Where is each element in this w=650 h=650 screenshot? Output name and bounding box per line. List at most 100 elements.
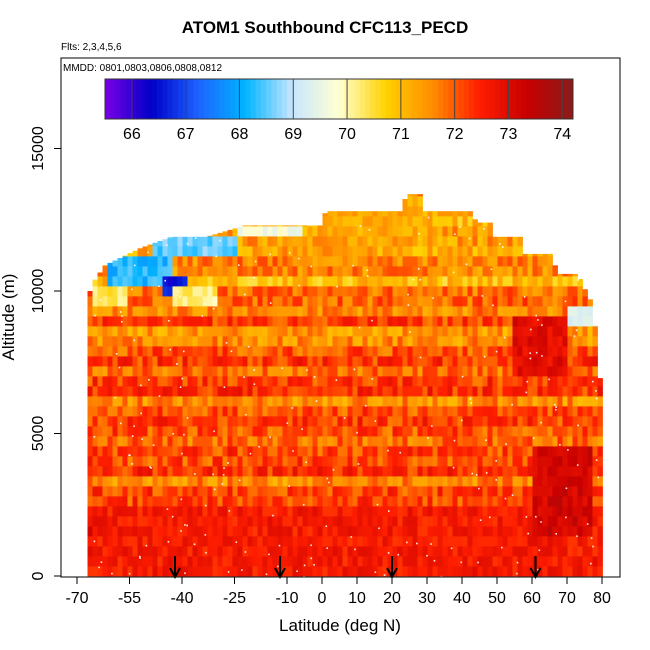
heatmap-cell [222,256,228,267]
heatmap-cell [367,406,373,417]
heatmap-cell [332,476,338,487]
heatmap-cell [92,406,98,417]
heatmap-cell [267,346,273,357]
colorbar-tick-label: 72 [446,126,464,143]
heatmap-cell [542,566,548,577]
heatmap-cell [92,546,98,557]
heatmap-cell [587,446,593,457]
heatmap-cell [532,496,538,507]
heatmap-cell [557,466,563,477]
heatmap-cell [107,536,113,547]
colorbar-swatch [458,79,465,119]
heatmap-cell [287,566,293,577]
heatmap-cell [412,566,418,577]
heatmap-cell [322,266,328,277]
heatmap-cell [517,556,523,567]
heatmap-cell [557,526,563,537]
heatmap-cell [327,476,333,487]
colorbar-swatch [302,79,309,119]
track-dot [592,545,594,548]
heatmap-cell [227,526,233,537]
heatmap-cell [432,296,438,307]
heatmap-cell [307,546,313,557]
heatmap-cell [387,256,393,267]
heatmap-cell [337,386,343,397]
heatmap-cell [217,546,223,557]
heatmap-cell [512,566,518,577]
heatmap-cell [222,476,228,487]
heatmap-cell [172,266,178,277]
heatmap-cell [197,316,203,327]
heatmap-cell [177,526,183,537]
heatmap-cell [97,296,103,307]
track-dot [310,557,312,560]
heatmap-cell [377,566,383,577]
heatmap-cell [542,426,548,437]
heatmap-cell [597,566,603,577]
heatmap-cell [597,466,603,477]
heatmap-cell [482,306,488,317]
heatmap-cell [547,346,553,357]
heatmap-cell [482,396,488,407]
heatmap-cell [462,246,468,257]
heatmap-cell [457,386,463,397]
heatmap-cell [152,526,158,537]
heatmap-cell [207,346,213,357]
heatmap-cell [287,326,293,337]
heatmap-cell [437,216,443,227]
heatmap-cell [407,216,413,227]
heatmap-cell [407,486,413,497]
heatmap-cell [197,366,203,377]
heatmap-cell [477,366,483,377]
heatmap-cell [192,276,198,287]
heatmap-cell [212,416,218,427]
heatmap-cell [142,446,148,457]
heatmap-cell [532,326,538,337]
heatmap-cell [467,366,473,377]
heatmap-cell [367,296,373,307]
heatmap-cell [162,326,168,337]
heatmap-cell [502,516,508,527]
colorbar-swatch [313,79,319,119]
heatmap-cell [157,476,163,487]
heatmap-cell [252,396,258,407]
heatmap-cell [232,236,238,247]
heatmap-cell [227,396,233,407]
heatmap-cell [557,406,563,417]
heatmap-cell [462,496,468,507]
heatmap-cell [107,346,113,357]
heatmap-cell [507,456,513,467]
track-dot [223,467,225,469]
track-dot [495,479,497,481]
heatmap-cell [452,356,458,367]
heatmap-cell [197,256,203,267]
heatmap-cell [407,194,413,197]
heatmap-cell [447,406,453,417]
heatmap-cell [582,376,588,387]
heatmap-cell [262,226,268,237]
heatmap-cell [422,466,428,477]
heatmap-cell [182,286,188,297]
heatmap-cell [532,386,538,397]
heatmap-cell [402,446,408,457]
heatmap-cell [382,516,388,527]
heatmap-cell [217,566,223,577]
heatmap-cell [322,446,328,457]
heatmap-cell [342,356,348,367]
heatmap-cell [587,306,593,317]
heatmap-cell [562,273,568,277]
heatmap-cell [262,386,268,397]
heatmap-cell [257,486,263,497]
heatmap-cell [232,356,238,367]
heatmap-cell [542,526,548,537]
heatmap-cell [362,366,368,377]
heatmap-cell [422,316,428,327]
heatmap-cell [112,566,118,577]
heatmap-cell [182,376,188,387]
heatmap-cell [497,526,503,537]
heatmap-cell [447,326,453,337]
heatmap-cell [87,556,93,567]
heatmap-cell [222,356,228,367]
heatmap-cell [177,406,183,417]
heatmap-cell [322,276,328,287]
